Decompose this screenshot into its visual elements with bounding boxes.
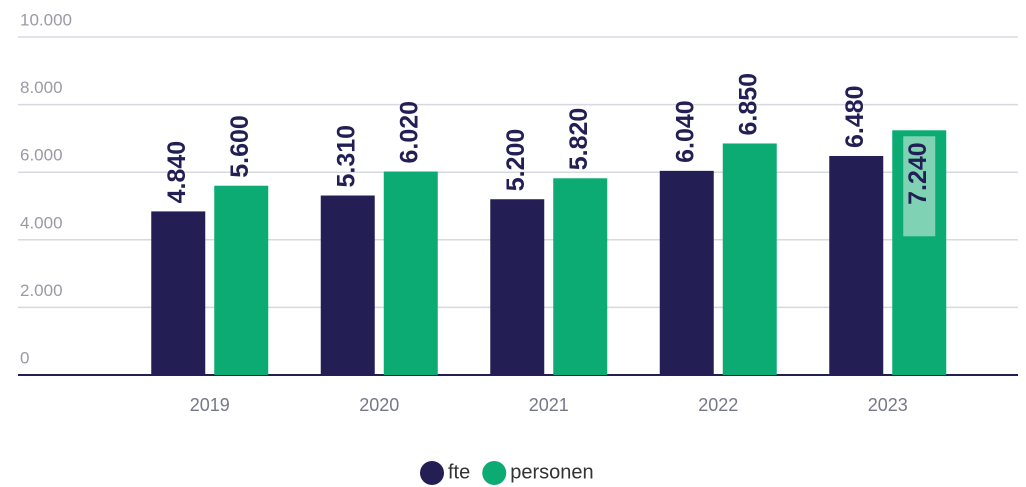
label-box bbox=[903, 136, 936, 237]
y-tick-label: 2.000 bbox=[20, 281, 63, 300]
data-label: 6.020 bbox=[395, 101, 423, 164]
data-label: 6.040 bbox=[671, 100, 699, 163]
bar bbox=[553, 178, 608, 375]
bar bbox=[383, 171, 438, 375]
y-tick-label: 4.000 bbox=[20, 213, 63, 232]
legend-marker bbox=[420, 461, 444, 485]
data-label: 5.820 bbox=[565, 108, 593, 171]
data-label: 6.850 bbox=[734, 73, 762, 136]
bar bbox=[829, 155, 884, 375]
x-tick-label: 2020 bbox=[359, 395, 399, 415]
data-label: 4.840 bbox=[163, 141, 191, 204]
x-tick-label: 2019 bbox=[190, 395, 230, 415]
x-tick-label: 2021 bbox=[529, 395, 569, 415]
bar bbox=[722, 143, 777, 375]
y-tick-label: 10.000 bbox=[20, 10, 72, 29]
data-label: 6.480 bbox=[841, 85, 869, 148]
data-label: 5.200 bbox=[502, 129, 530, 192]
x-tick-label: 2023 bbox=[868, 395, 908, 415]
bar bbox=[151, 211, 206, 375]
y-tick-label: 6.000 bbox=[20, 146, 63, 165]
bar bbox=[320, 195, 375, 375]
data-label: 7.240 bbox=[904, 142, 932, 205]
bar bbox=[659, 170, 714, 375]
y-tick-label: 8.000 bbox=[20, 78, 63, 97]
bar bbox=[214, 185, 269, 375]
bar bbox=[490, 199, 545, 375]
y-tick-label: 0 bbox=[20, 348, 29, 367]
legend-marker bbox=[482, 461, 507, 485]
legend-label: personen bbox=[510, 461, 593, 483]
legend-label: fte bbox=[448, 461, 470, 483]
data-label: 5.600 bbox=[226, 115, 254, 178]
data-label: 5.310 bbox=[332, 125, 360, 188]
x-tick-label: 2022 bbox=[698, 395, 738, 415]
